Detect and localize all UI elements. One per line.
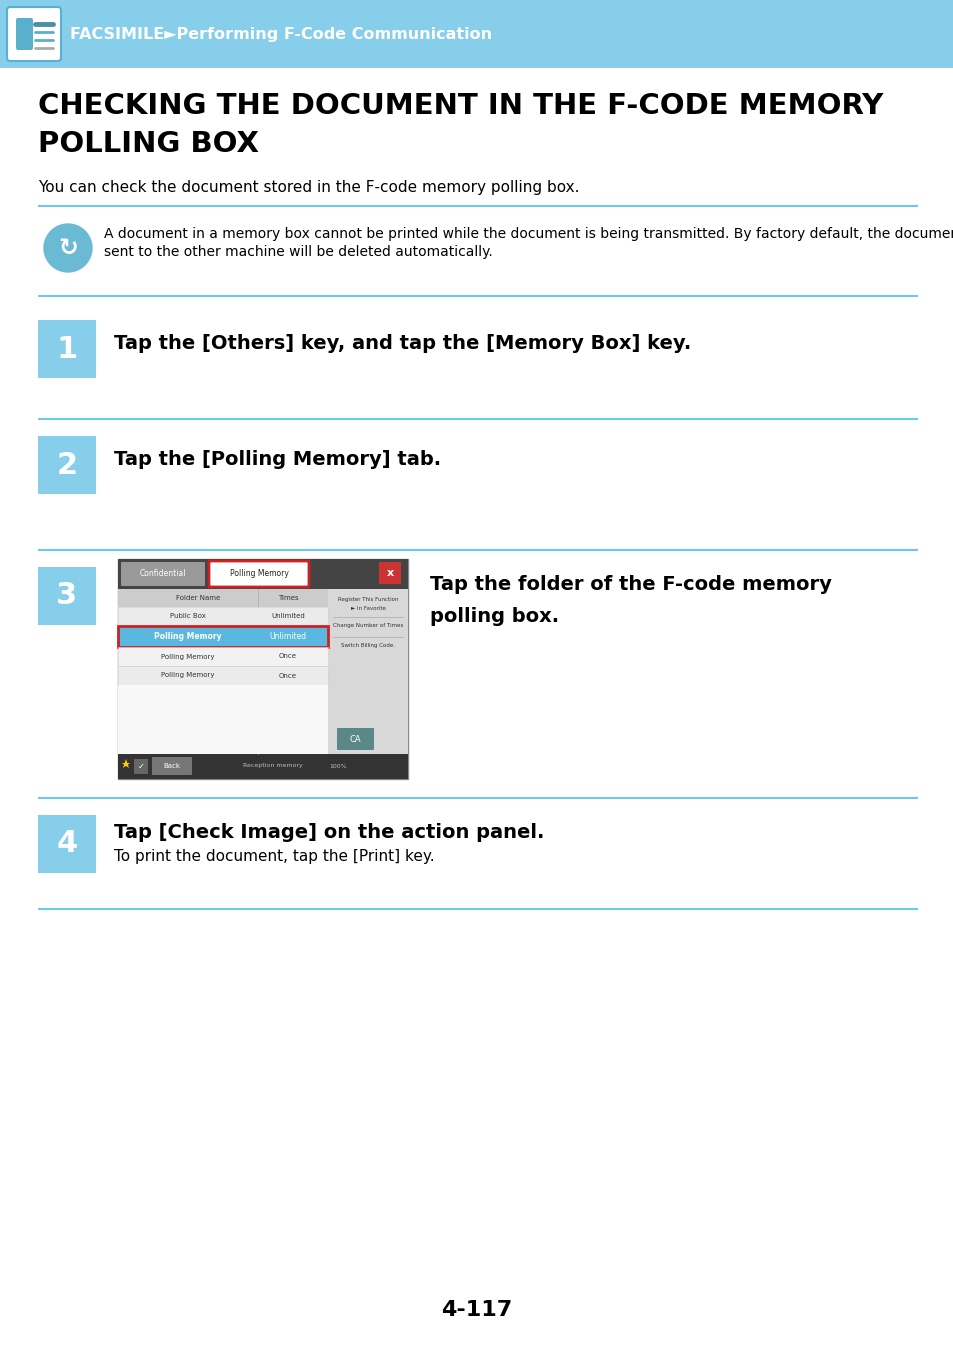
Text: polling box.: polling box. xyxy=(430,608,558,626)
Bar xyxy=(38,205,917,207)
Bar xyxy=(38,796,917,799)
Text: To print the document, tap the [Print] key.: To print the document, tap the [Print] k… xyxy=(113,849,435,864)
Text: x: x xyxy=(386,568,394,578)
Text: Unlimited: Unlimited xyxy=(269,632,306,641)
FancyBboxPatch shape xyxy=(209,562,309,587)
Text: ↻: ↻ xyxy=(58,236,78,261)
Text: 1: 1 xyxy=(56,335,77,363)
FancyBboxPatch shape xyxy=(378,562,400,585)
Text: CHECKING THE DOCUMENT IN THE F-CODE MEMORY: CHECKING THE DOCUMENT IN THE F-CODE MEMO… xyxy=(38,92,882,120)
Text: Register This Function: Register This Function xyxy=(337,597,397,602)
Bar xyxy=(38,418,917,420)
FancyBboxPatch shape xyxy=(7,7,61,61)
Text: ► In Favorite: ► In Favorite xyxy=(350,606,385,610)
FancyBboxPatch shape xyxy=(152,757,192,775)
FancyBboxPatch shape xyxy=(16,18,33,50)
Text: Polling Memory: Polling Memory xyxy=(154,632,222,641)
Bar xyxy=(118,589,328,755)
Text: Times: Times xyxy=(277,595,298,601)
Text: Folder Name: Folder Name xyxy=(175,595,220,601)
Text: Once: Once xyxy=(278,672,296,679)
Text: 3: 3 xyxy=(56,582,77,610)
Text: Tap the [Polling Memory] tab.: Tap the [Polling Memory] tab. xyxy=(113,450,440,468)
Text: 2: 2 xyxy=(56,451,77,479)
Bar xyxy=(118,647,328,666)
Bar xyxy=(38,549,917,551)
Polygon shape xyxy=(122,759,130,768)
Text: Tap the [Others] key, and tap the [Memory Box] key.: Tap the [Others] key, and tap the [Memor… xyxy=(113,333,691,352)
Bar xyxy=(118,755,408,779)
FancyBboxPatch shape xyxy=(336,728,374,751)
Text: sent to the other machine will be deleted automatically.: sent to the other machine will be delete… xyxy=(104,244,493,259)
Text: A document in a memory box cannot be printed while the document is being transmi: A document in a memory box cannot be pri… xyxy=(104,227,953,242)
Text: CA: CA xyxy=(349,734,360,744)
Bar xyxy=(38,909,917,910)
Text: You can check the document stored in the F-code memory polling box.: You can check the document stored in the… xyxy=(38,180,578,194)
Text: Polling Memory: Polling Memory xyxy=(230,570,288,579)
Bar xyxy=(38,436,96,494)
Bar xyxy=(118,589,328,608)
Bar xyxy=(38,567,96,625)
Text: Once: Once xyxy=(278,653,296,660)
Circle shape xyxy=(44,224,91,271)
Text: Unlimited: Unlimited xyxy=(271,613,305,620)
FancyBboxPatch shape xyxy=(121,562,205,586)
Bar xyxy=(38,296,917,297)
Text: Back: Back xyxy=(163,763,180,769)
Text: Tap [Check Image] on the action panel.: Tap [Check Image] on the action panel. xyxy=(113,824,544,842)
Bar xyxy=(328,589,408,755)
Text: FACSIMILE►Performing F-Code Communication: FACSIMILE►Performing F-Code Communicatio… xyxy=(70,27,492,42)
Text: ✓: ✓ xyxy=(137,761,144,771)
Text: Polling Memory: Polling Memory xyxy=(161,653,214,660)
Text: Confidential: Confidential xyxy=(139,570,186,579)
Bar xyxy=(118,559,408,589)
Text: 4-117: 4-117 xyxy=(441,1300,512,1320)
Text: Public Box: Public Box xyxy=(170,613,206,620)
Bar xyxy=(118,666,328,684)
Text: POLLING BOX: POLLING BOX xyxy=(38,130,258,158)
Text: Reception memory: Reception memory xyxy=(243,764,302,768)
Bar xyxy=(0,0,953,68)
Bar xyxy=(133,759,148,774)
Text: Polling Memory: Polling Memory xyxy=(161,672,214,679)
Bar xyxy=(118,559,408,779)
Text: 100%: 100% xyxy=(329,764,347,768)
Text: Tap the folder of the F-code memory: Tap the folder of the F-code memory xyxy=(430,575,831,594)
Text: Switch Billing Code.: Switch Billing Code. xyxy=(340,643,395,648)
Bar xyxy=(118,684,328,755)
Bar xyxy=(38,320,96,378)
Bar xyxy=(118,608,328,626)
Bar xyxy=(118,626,328,647)
Bar xyxy=(38,815,96,873)
Text: Change Number of Times: Change Number of Times xyxy=(333,622,403,628)
Text: 4: 4 xyxy=(56,829,77,859)
